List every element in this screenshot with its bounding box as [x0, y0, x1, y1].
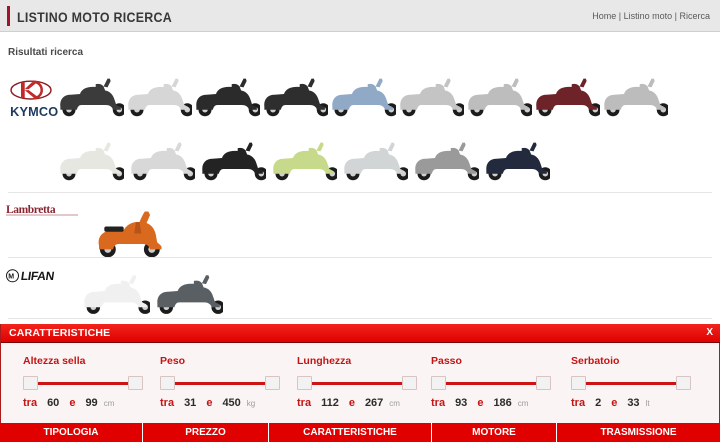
svg-text:M: M — [8, 274, 14, 281]
svg-text:Lambretta: Lambretta — [6, 204, 56, 216]
svg-text:LIFAN: LIFAN — [20, 269, 55, 283]
